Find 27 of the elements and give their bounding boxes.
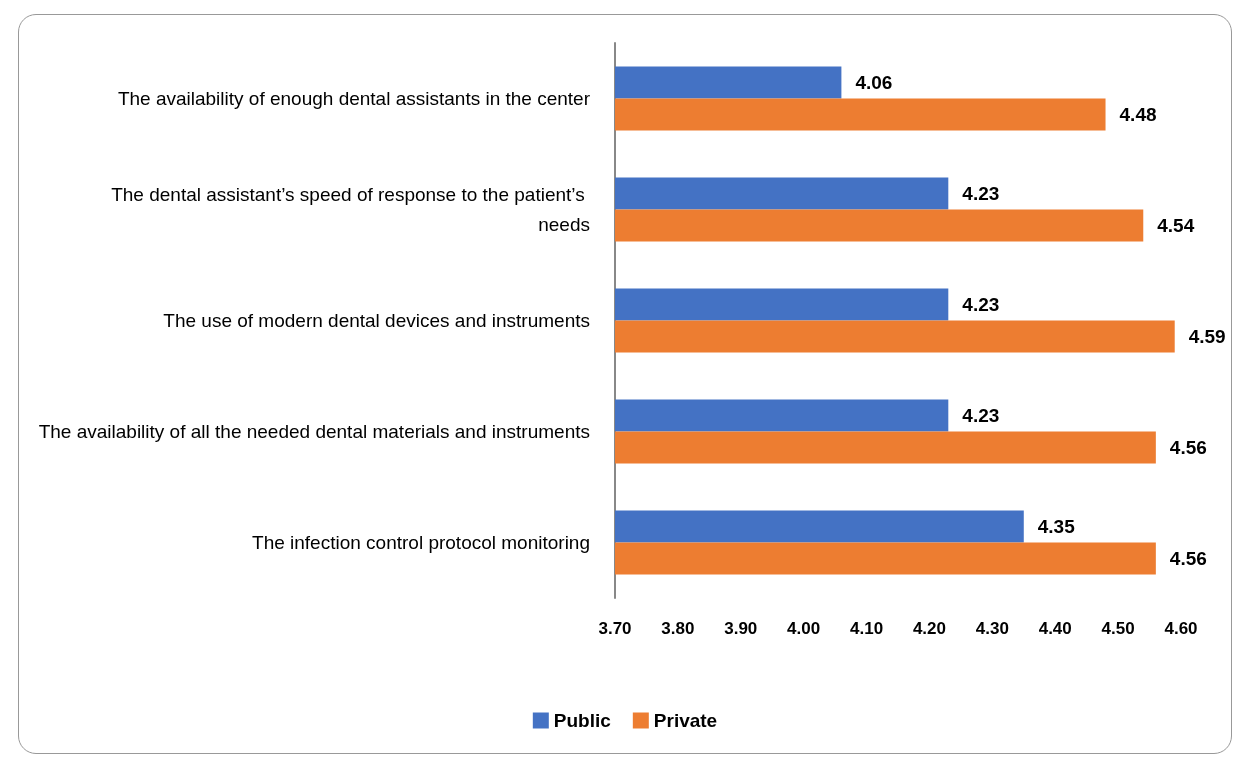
data-label: 4.06 [855,72,893,93]
data-label: 4.54 [1157,215,1195,236]
y-tick-label: The dental assistant’s speed of response to the patient’s needs [111,184,590,235]
x-tick-label: 3.70 [598,619,632,638]
y-tick-label: The availability of all the needed dental materials and instruments [38,421,590,442]
x-tick-label: 4.00 [787,619,821,638]
y-tick-label: The infection control protocol monitoring [252,532,590,553]
data-label: 4.35 [1037,516,1076,537]
legend-label: Public [553,710,612,731]
x-tick-label: 4.10 [850,619,884,638]
x-tick-label: 4.40 [1038,619,1072,638]
x-tick-label: 3.90 [724,619,758,638]
x-tick-label: 4.50 [1101,619,1135,638]
y-tick-label: The use of modern dental devices and instruments [163,310,590,331]
data-label: 4.56 [1169,437,1207,458]
data-label: 4.56 [1169,548,1207,569]
x-tick-label: 4.30 [975,619,1009,638]
x-tick-label: 4.20 [912,619,946,638]
data-label: 4.23 [962,183,1000,204]
y-tick-label: The availability of enough dental assistants in the center [117,88,591,109]
data-label: 4.23 [962,405,1000,426]
data-label: 4.48 [1119,104,1157,125]
legend-label: Private [653,710,718,731]
x-tick-label: 3.80 [661,619,695,638]
data-label: 4.23 [962,294,1000,315]
x-tick-label: 4.60 [1164,619,1198,638]
data-label: 4.59 [1188,326,1226,347]
